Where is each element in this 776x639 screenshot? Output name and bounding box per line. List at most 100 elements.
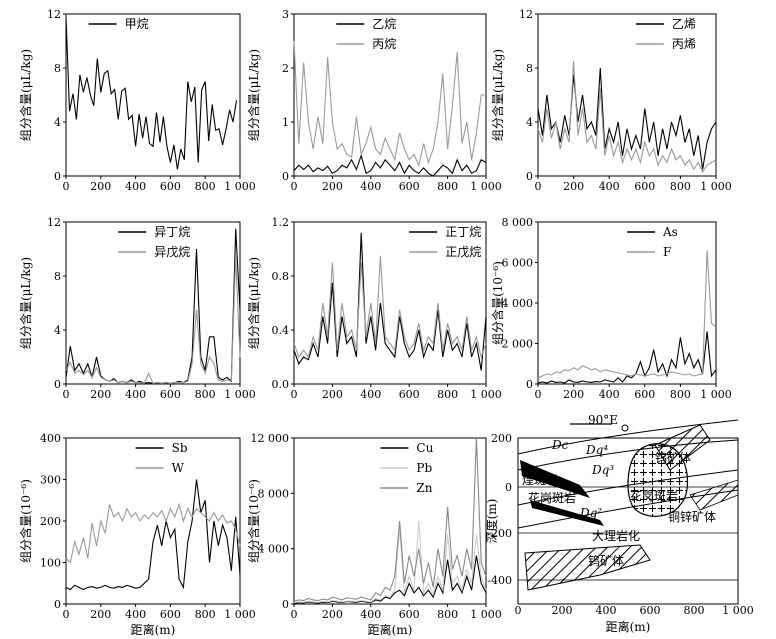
x-tick-label: 1 000 [224,388,256,401]
y-tick-label: 8 000 [502,216,534,229]
x-tick-label: 200 [90,180,111,193]
x-tick-label: 400 [599,180,620,193]
y-axis-label: 组分含量(μL/kg) [18,257,33,349]
x-tick-label: 1 000 [224,180,256,193]
plot-frame [293,221,487,385]
x-tick-label: 600 [399,180,420,193]
y-tick-label: 1 [282,116,289,129]
legend-label: 正丁烷 [445,225,481,239]
strata-label-dc: Dc [551,438,569,452]
x-tick-label: 200 [563,180,584,193]
section-ytick: -200 [487,527,512,540]
legend-label: W [172,461,185,475]
x-tick-label: 600 [399,388,420,401]
x-tick-label: 600 [634,180,655,193]
y-tick-label: 4 [54,116,61,129]
y-tick-label: 8 [54,62,61,75]
plot-frame [65,221,241,385]
plot-frame [537,13,717,177]
y-tick-label: 0.8 [272,270,290,283]
y-tick-label: 0 [282,598,289,611]
legend-label: 丙烷 [372,37,396,51]
x-tick-label: 0 [291,608,298,621]
y-tick-label: 0 [526,170,533,183]
cu-zn-orebody-label: 铜锌矿体 [668,509,716,524]
x-tick-label: 800 [670,388,691,401]
y-axis-label: 组分含量(μL/kg) [246,257,261,349]
x-tick-label: 0 [63,608,70,621]
section-ylabel: 深度(m) [484,499,499,544]
x-tick-label: 0 [535,388,542,401]
x-tick-label: 200 [563,388,584,401]
plot-frame [537,221,717,385]
legend-label: 甲烷 [125,17,149,31]
x-tick-label: 1 000 [470,608,502,621]
x-tick-label: 800 [195,388,216,401]
y-tick-label: 0.0 [272,378,290,391]
series-line-0 [65,16,238,170]
x-tick-label: 0 [535,180,542,193]
chart-alkanes-c1: 0 4 8 12 0 200 400 600 800 1 000 组分含量(μL/kg) 甲烷 [18,8,256,193]
legend-label: 丙烯 [672,37,696,51]
x-tick-label: 600 [399,608,420,621]
legend-label: 异戊烷 [154,245,190,259]
x-tick-label: 800 [670,180,691,193]
x-axis-label: 距离(m) [131,622,176,637]
x-tick-label: 800 [195,608,216,621]
legend-label: Zn [416,481,432,495]
x-tick-label: 800 [437,608,458,621]
granite-porphyry-center-label: 花岗斑岩 [630,488,678,503]
y-tick-label: 4 [526,116,533,129]
lamprophyre-dyke [520,460,590,498]
x-tick-label: 1 000 [700,388,732,401]
y-tick-label: 0.4 [272,324,290,337]
cu-zn-orebody [689,479,739,511]
section-xtick: 400 [596,604,617,617]
y-tick-label: 4 [54,324,61,337]
legend-label: 乙烷 [372,17,396,31]
y-tick-label: 0 [526,378,533,391]
x-tick-label: 200 [322,388,343,401]
y-tick-label: 100 [40,557,61,570]
y-tick-label: 12 [519,8,533,21]
section-ytick: 200 [491,432,512,445]
chart-sb-w: 0 100 200 300 400 0 200 400 600 800 1 000 组分含量(10⁻⁶… [18,432,256,637]
x-tick-label: 1 000 [470,180,502,193]
strata-line [517,419,739,455]
x-tick-label: 0 [63,388,70,401]
granite-porphyry-left-label: 花岗斑岩 [528,490,576,505]
series-line-1 [293,40,486,167]
y-tick-label: 200 [40,515,61,528]
x-tick-label: 0 [291,180,298,193]
y-tick-label: 3 [282,8,289,21]
chart-normal-alkanes: 0.0 0.4 0.8 1.2 0 200 400 600 800 1 000 组分含量(μL/kg… [246,216,502,401]
y-axis-label: 组分含量(10⁻⁶) [18,479,33,563]
series-line-1 [537,250,717,379]
x-tick-label: 800 [437,180,458,193]
dip-marker-icon [621,424,629,432]
y-tick-label: 1.2 [272,216,290,229]
chart-as-f: 0 2 000 4 000 6 000 8 000 0 200 400 600 800 1 000 组… [490,216,732,401]
series-line-1 [65,502,241,564]
legend-label: F [663,245,671,259]
y-axis-label: 组分含量(10⁻⁶) [490,261,505,345]
section-ytick: 0 [505,481,512,494]
y-tick-label: 8 000 [258,487,290,500]
x-tick-label: 400 [125,180,146,193]
plot-frame [65,13,241,177]
geologic-cross-section: 90°E Dc Dq⁴ Dq³ Dq² 钨矿体 煌斑岩 花岗斑岩 花岗斑岩 铜锌… [484,413,754,634]
series-line-0 [293,232,487,371]
y-tick-label: 4 000 [502,297,534,310]
legend-label: 异丁烷 [154,225,190,239]
y-tick-label: 400 [40,432,61,445]
x-tick-label: 200 [90,608,111,621]
legend-label: Cu [416,441,433,455]
lamprophyre-dyke [530,500,604,526]
x-tick-label: 200 [90,388,111,401]
y-tick-label: 0 [54,378,61,391]
series-line-1 [293,255,487,359]
legend-label: 正戊烷 [445,245,481,259]
series-line-0 [65,228,241,384]
